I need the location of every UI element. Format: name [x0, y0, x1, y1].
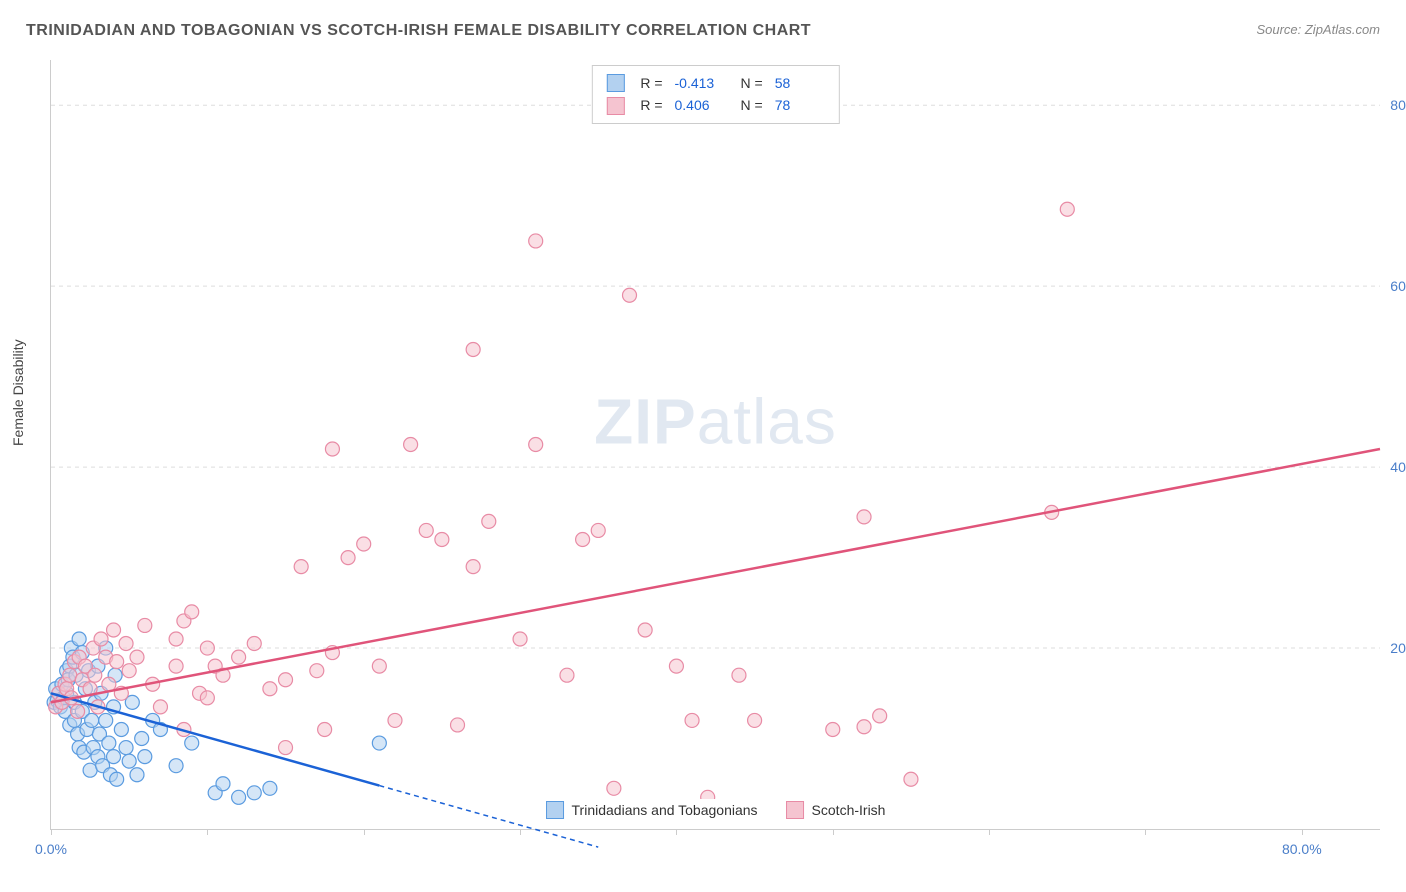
x-tick — [1302, 829, 1303, 835]
swatch-series-1 — [606, 74, 624, 92]
plot-area: R = -0.413 N = 58 R = 0.406 N = 78 ZIPat… — [50, 60, 1380, 830]
y-tick-label: 40.0% — [1390, 459, 1406, 475]
r-value-1: -0.413 — [675, 72, 725, 94]
series-name-1: Trinidadians and Tobagonians — [572, 802, 758, 818]
y-tick-label: 60.0% — [1390, 278, 1406, 294]
x-tick — [676, 829, 677, 835]
x-tick — [833, 829, 834, 835]
series-legend: Trinidadians and Tobagonians Scotch-Iris… — [538, 799, 894, 821]
legend-item-2: Scotch-Irish — [786, 801, 886, 819]
swatch-series-2 — [606, 97, 624, 115]
series-name-2: Scotch-Irish — [812, 802, 886, 818]
stat-label: R = — [640, 94, 662, 116]
x-tick-label: 80.0% — [1282, 841, 1322, 857]
x-tick — [1145, 829, 1146, 835]
stat-label: N = — [741, 72, 763, 94]
swatch-series-1 — [546, 801, 564, 819]
stat-label: N = — [741, 94, 763, 116]
x-tick — [989, 829, 990, 835]
stat-label: R = — [640, 72, 662, 94]
x-tick — [520, 829, 521, 835]
legend-row: R = 0.406 N = 78 — [606, 94, 824, 116]
scatter-plot-svg — [51, 60, 1380, 829]
x-tick — [51, 829, 52, 835]
x-tick — [364, 829, 365, 835]
y-tick-label: 20.0% — [1390, 640, 1406, 656]
swatch-series-2 — [786, 801, 804, 819]
n-value-2: 78 — [775, 94, 825, 116]
correlation-legend: R = -0.413 N = 58 R = 0.406 N = 78 — [591, 65, 839, 124]
chart-title: TRINIDADIAN AND TOBAGONIAN VS SCOTCH-IRI… — [26, 22, 811, 40]
n-value-1: 58 — [775, 72, 825, 94]
r-value-2: 0.406 — [675, 94, 725, 116]
x-tick-label: 0.0% — [35, 841, 67, 857]
legend-row: R = -0.413 N = 58 — [606, 72, 824, 94]
x-tick — [207, 829, 208, 835]
legend-item-1: Trinidadians and Tobagonians — [546, 801, 758, 819]
y-axis-title: Female Disability — [10, 339, 26, 446]
source-attribution: Source: ZipAtlas.com — [1256, 22, 1380, 37]
y-tick-label: 80.0% — [1390, 97, 1406, 113]
